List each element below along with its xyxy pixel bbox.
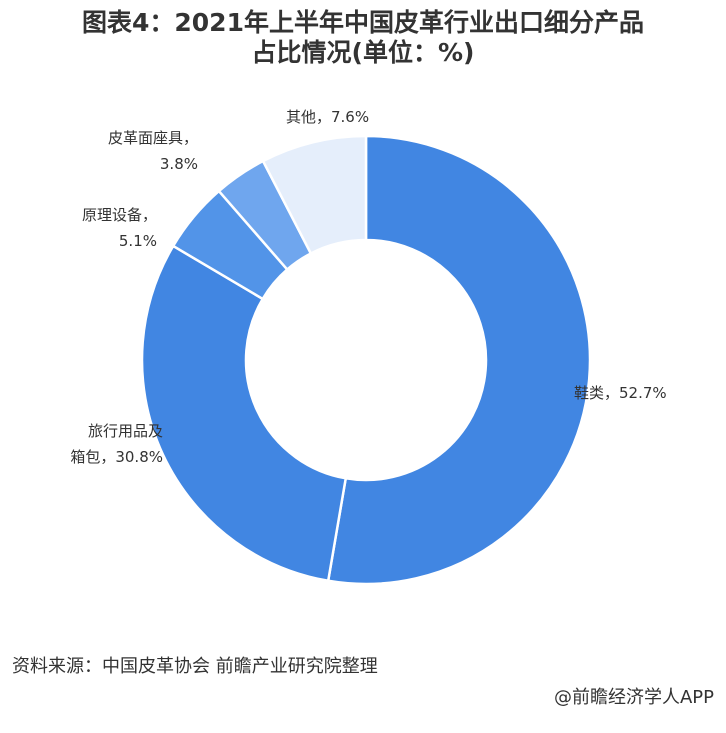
slice-label-4: 皮革面座具， 3.8%: [108, 129, 198, 173]
slice-label-line: 箱包，30.8%: [70, 448, 163, 466]
slice-label-line: 3.8%: [160, 155, 198, 173]
chart-title-line-2: 占比情况(单位：%): [251, 38, 475, 67]
credit-note: @前瞻经济学人APP: [553, 687, 714, 708]
donut-chart: 鞋类，52.7% 旅行用品及箱包，30.8% 原理设备， 5.1% 皮革面座具， 3.8%…: [70, 108, 667, 586]
chart-title: 图表4：2021年上半年中国皮革行业出口细分产品 占比情况(单位：%): [0, 8, 726, 68]
slice-label-line: 5.1%: [119, 232, 157, 250]
slice-label-3: 原理设备， 5.1%: [82, 206, 157, 250]
slice-label-line: 原理设备，: [82, 206, 157, 224]
slice-label-line: 皮革面座具，: [108, 129, 198, 147]
slice-label-1: 鞋类，52.7%: [574, 384, 667, 402]
slice-label-line: 其他，7.6%: [286, 108, 369, 126]
slice-label-line: 旅行用品及: [88, 422, 163, 440]
source-note: 资料来源：中国皮革协会 前瞻产业研究院整理: [12, 656, 378, 677]
chart-title-line-1: 图表4：2021年上半年中国皮革行业出口细分产品: [82, 8, 644, 37]
slice-label-line: 鞋类，52.7%: [574, 384, 667, 402]
slice-label-5: 其他，7.6%: [286, 108, 369, 126]
slice-2: [140, 244, 348, 583]
slice-label-2: 旅行用品及箱包，30.8%: [70, 422, 163, 466]
slice-1: [326, 134, 592, 586]
slice-5: [261, 134, 368, 256]
